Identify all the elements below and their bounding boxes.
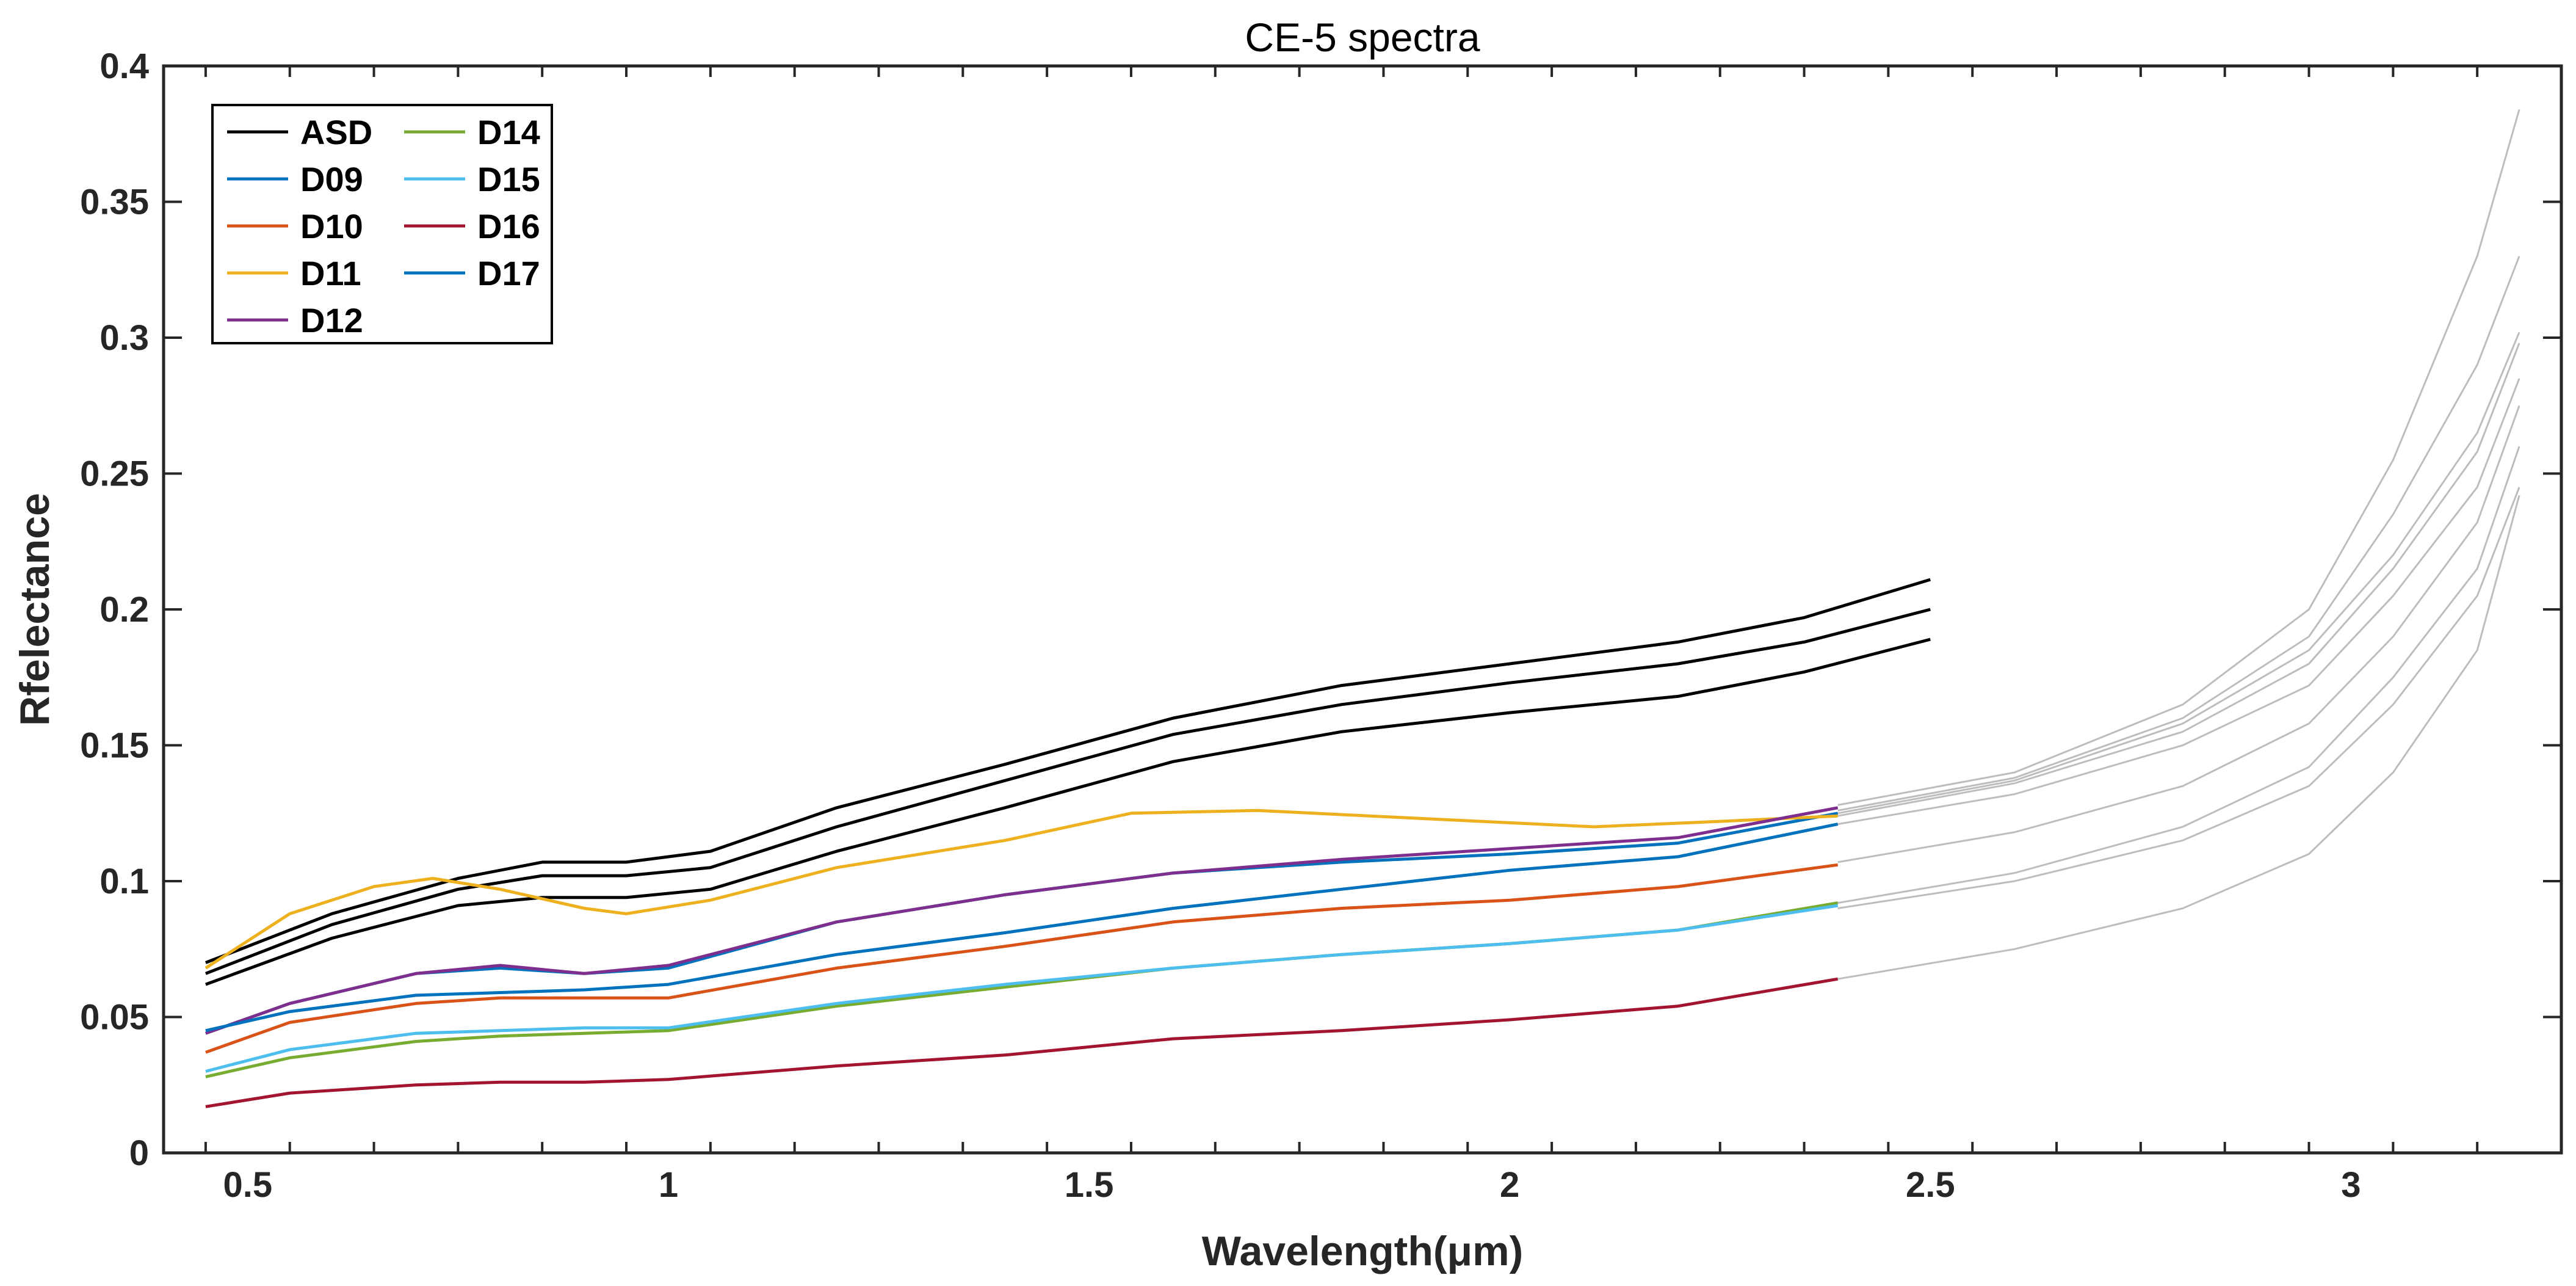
- series-line-1: [204, 608, 1931, 975]
- legend-items: ASD D09 D10 D11 D12 D14 D15 D16 D17: [227, 113, 540, 340]
- y-tick-label: 0.3: [99, 318, 149, 358]
- x-tick-label: 3: [2341, 1165, 2361, 1205]
- series-line-4: [205, 863, 1839, 1054]
- series-line-12: [1837, 255, 2520, 812]
- y-tick-label: 0.2: [99, 590, 149, 630]
- y-tick-label: 0.4: [99, 46, 149, 86]
- series-line-17: [1837, 446, 2520, 904]
- series-line-9: [205, 977, 1839, 1108]
- legend-label: D15: [477, 160, 540, 198]
- legend: ASD D09 D10 D11 D12 D14 D15 D16 D17: [211, 104, 553, 344]
- y-tick-label: 0: [129, 1133, 149, 1173]
- series-line-16: [1837, 405, 2520, 863]
- series-line-0: [204, 578, 1931, 964]
- legend-label: D17: [477, 254, 540, 292]
- legend-label: D16: [477, 207, 540, 245]
- series-line-5: [204, 808, 1838, 970]
- y-tick-label: 0.35: [80, 183, 149, 222]
- y-tick-label: 0.15: [80, 726, 149, 766]
- y-tick-label: 0.1: [99, 862, 149, 901]
- x-tick-label: 1: [659, 1165, 678, 1205]
- y-tick-label: 0.25: [80, 454, 149, 494]
- ticks-layer: 0.5 1 1.5 2 2.5 3 0 0.05 0.1 0.15 0.2 0.25 0.3 0.35 0.…: [80, 46, 2561, 1205]
- x-tick-label: 0.5: [223, 1165, 273, 1205]
- series-line-6: [205, 806, 1839, 1035]
- x-tick-label: 2.5: [1906, 1165, 1955, 1205]
- series-line-18: [1837, 487, 2520, 909]
- legend-label: D10: [300, 207, 363, 245]
- series-line-10: [205, 823, 1839, 1033]
- legend-label: ASD: [300, 113, 372, 151]
- series-layer: [204, 109, 2520, 1108]
- series-line-2: [205, 638, 1931, 986]
- legend-label: D09: [300, 160, 363, 198]
- x-axis-label: Wavelength(μm): [1202, 1228, 1523, 1274]
- x-tick-label: 2: [1500, 1165, 1519, 1205]
- y-axis-label: Rfelectance: [12, 493, 58, 726]
- y-tick-label: 0.05: [80, 998, 149, 1037]
- legend-label: D14: [477, 113, 540, 151]
- series-line-11: [1837, 109, 2520, 806]
- legend-label: D12: [300, 301, 363, 340]
- series-line-14: [1837, 343, 2520, 817]
- legend-label: D11: [300, 254, 361, 292]
- legend-box: [211, 104, 553, 344]
- series-line-8: [205, 904, 1839, 1073]
- series-line-19: [1837, 495, 2520, 980]
- chart-title: CE-5 spectra: [1245, 15, 1480, 60]
- series-line-15: [1837, 378, 2520, 826]
- x-tick-label: 1.5: [1065, 1165, 1114, 1205]
- series-line-13: [1837, 332, 2520, 815]
